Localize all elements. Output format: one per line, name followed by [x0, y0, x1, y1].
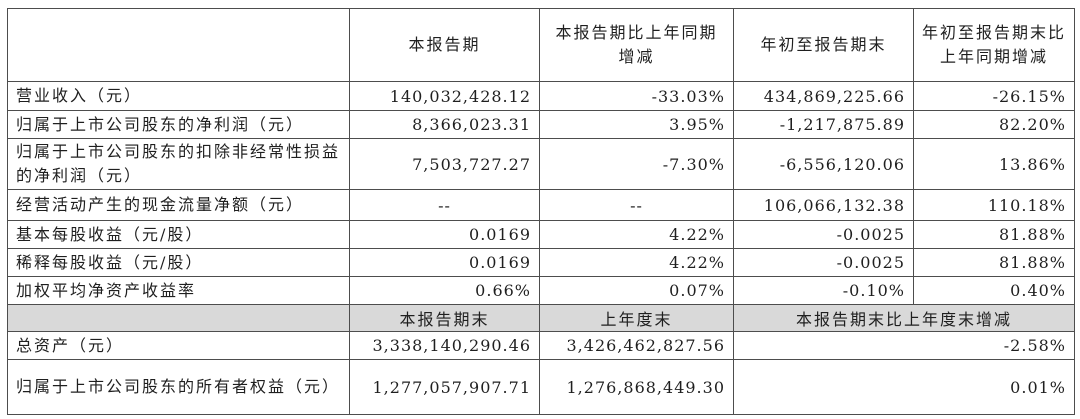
change-cell: -2.58%: [733, 331, 1075, 360]
ytd-cell: 434,869,225.66: [733, 81, 914, 111]
ytd-yoy-cell: 82.20%: [913, 110, 1075, 139]
current-period-cell: 0.0169: [349, 248, 540, 277]
ytd-yoy-cell: 110.18%: [913, 189, 1075, 221]
table-row-basic-eps: 基本每股收益（元/股） 0.0169 4.22% -0.0025 81.88%: [7, 220, 1075, 249]
current-yoy-cell: -7.30%: [539, 138, 734, 190]
current-period-cell: 0.0169: [349, 220, 540, 249]
key-financials-table: 本报告期 本报告期比上年同期增减 年初至报告期末 年初至报告期末比上年同期增减 …: [7, 8, 1075, 415]
col-header-blank: [7, 8, 350, 82]
current-yoy-cell: 4.22%: [539, 248, 734, 277]
ytd-yoy-cell: 13.86%: [913, 138, 1075, 190]
prior-year-end-cell: 3,426,462,827.56: [539, 331, 734, 360]
table-row-total-assets: 总资产（元） 3,338,140,290.46 3,426,462,827.56…: [7, 331, 1075, 360]
col-header-current-period-yoy: 本报告期比上年同期增减: [539, 8, 734, 82]
row-label-cell: 基本每股收益（元/股）: [7, 220, 350, 249]
col-header-ytd: 年初至报告期末: [733, 8, 914, 82]
col-header-ytd-yoy: 年初至报告期末比上年同期增减: [913, 8, 1075, 82]
ytd-cell: -6,556,120.06: [733, 138, 914, 190]
current-yoy-cell: 3.95%: [539, 110, 734, 139]
ytd-cell: 106,066,132.38: [733, 189, 914, 221]
ytd-yoy-cell: 81.88%: [913, 220, 1075, 249]
table-row-net-profit: 归属于上市公司股东的净利润（元） 8,366,023.31 3.95% -1,2…: [7, 110, 1075, 139]
secondary-header-blank: [7, 304, 350, 332]
ytd-cell: -0.0025: [733, 248, 914, 277]
row-label-cell: 归属于上市公司股东的所有者权益（元）: [7, 359, 350, 415]
row-label-cell: 稀释每股收益（元/股）: [7, 248, 350, 277]
ytd-cell: -1,217,875.89: [733, 110, 914, 139]
ytd-yoy-cell: -26.15%: [913, 81, 1075, 111]
row-label-cell: 经营活动产生的现金流量净额（元）: [7, 189, 350, 221]
current-period-cell: 140,032,428.12: [349, 81, 540, 111]
secondary-header-row: 本报告期末 上年度末 本报告期末比上年度末增减: [7, 304, 1075, 332]
current-yoy-cell: --: [539, 189, 734, 221]
col-header-current-period: 本报告期: [349, 8, 540, 82]
row-label-cell: 总资产（元）: [7, 331, 350, 360]
row-label-cell: 加权平均净资产收益率: [7, 276, 350, 305]
ytd-cell: -0.0025: [733, 220, 914, 249]
current-yoy-cell: -33.03%: [539, 81, 734, 111]
row-label-cell: 归属于上市公司股东的扣除非经常性损益的净利润（元）: [7, 138, 350, 190]
col-header-period-end: 本报告期末: [349, 304, 540, 332]
current-period-cell: 0.66%: [349, 276, 540, 305]
period-end-cell: 3,338,140,290.46: [349, 331, 540, 360]
change-cell: 0.01%: [733, 359, 1075, 415]
table-row-net-profit-excl-nonrecurring: 归属于上市公司股东的扣除非经常性损益的净利润（元） 7,503,727.27 -…: [7, 138, 1075, 190]
ytd-yoy-cell: 0.40%: [913, 276, 1075, 305]
period-end-cell: 1,277,057,907.71: [349, 359, 540, 415]
header-row: 本报告期 本报告期比上年同期增减 年初至报告期末 年初至报告期末比上年同期增减: [7, 8, 1075, 82]
current-period-cell: 7,503,727.27: [349, 138, 540, 190]
row-label-cell: 营业收入（元）: [7, 81, 350, 111]
ytd-yoy-cell: 81.88%: [913, 248, 1075, 277]
ytd-cell: -0.10%: [733, 276, 914, 305]
row-label-cell: 归属于上市公司股东的净利润（元）: [7, 110, 350, 139]
current-yoy-cell: 0.07%: [539, 276, 734, 305]
table-row-equity-attributable: 归属于上市公司股东的所有者权益（元） 1,277,057,907.71 1,27…: [7, 359, 1075, 415]
table-row-operating-cash-flow: 经营活动产生的现金流量净额（元） -- -- 106,066,132.38 11…: [7, 189, 1075, 221]
table-row-weighted-avg-roe: 加权平均净资产收益率 0.66% 0.07% -0.10% 0.40%: [7, 276, 1075, 305]
current-period-cell: --: [349, 189, 540, 221]
current-period-cell: 8,366,023.31: [349, 110, 540, 139]
financial-summary-table-wrap: 本报告期 本报告期比上年同期增减 年初至报告期末 年初至报告期末比上年同期增减 …: [7, 8, 1075, 415]
col-header-period-end-change: 本报告期末比上年度末增减: [733, 304, 1075, 332]
table-row-revenue: 营业收入（元） 140,032,428.12 -33.03% 434,869,2…: [7, 81, 1075, 111]
current-yoy-cell: 4.22%: [539, 220, 734, 249]
col-header-prior-year-end: 上年度末: [539, 304, 734, 332]
prior-year-end-cell: 1,276,868,449.30: [539, 359, 734, 415]
table-row-diluted-eps: 稀释每股收益（元/股） 0.0169 4.22% -0.0025 81.88%: [7, 248, 1075, 277]
